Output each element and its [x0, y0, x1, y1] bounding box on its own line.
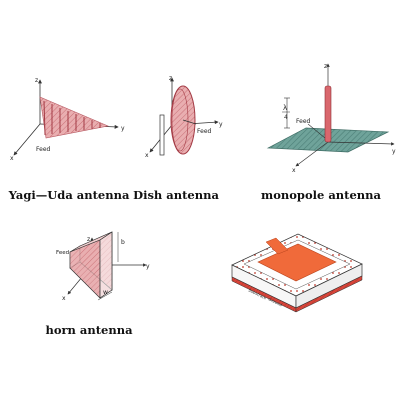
horn-x-label: x: [62, 295, 66, 302]
yagi-x-label: x: [10, 155, 14, 162]
yagi-elements: [43, 100, 101, 136]
patch-figure: Substrate Ground: [231, 233, 363, 313]
monopole-x-label: x: [292, 167, 296, 174]
dish-z-label: z: [169, 75, 172, 82]
monopole-four-label: 4: [284, 114, 288, 121]
patch-feed-line: [265, 237, 289, 255]
horn-y-label: y: [146, 263, 150, 270]
horn-caption: horn antenna: [45, 323, 133, 337]
monopole-lambda-label: λ: [283, 104, 287, 112]
monopole-x-axis: [295, 141, 329, 167]
dish-caption: Dish antenna: [133, 188, 219, 202]
yagi-uda-figure: z y x Feed: [10, 77, 125, 162]
monopole-z-label: z: [324, 63, 327, 70]
yagi-element-array: [39, 96, 110, 139]
horn-aperture: [99, 231, 113, 299]
yagi-x-axis: [13, 123, 41, 156]
patch-ground-label: Ground: [268, 296, 284, 307]
horn-feed-label: Feed: [56, 250, 69, 256]
monopole-rod: [324, 85, 332, 143]
dish-reflector-rim: [171, 88, 189, 152]
dish-figure: z y x Feed: [145, 75, 223, 159]
yagi-feed-label: Feed: [36, 146, 51, 153]
monopole-feed-line: [307, 123, 326, 139]
horn-figure: b w Feed z y x: [56, 231, 150, 302]
monopole-y-axis: [327, 141, 395, 146]
monopole-figure: λ 4 Feed z y x: [266, 63, 396, 174]
dish-feed-line: [182, 119, 197, 125]
horn-flare-front: [69, 239, 101, 299]
dish-y-label: y: [219, 121, 223, 128]
monopole-y-label: y: [392, 148, 396, 155]
patch-ground-right: [295, 275, 363, 313]
dish-feed-label: Feed: [197, 128, 212, 135]
dish-x-label: x: [145, 152, 149, 159]
horn-b-label: b: [121, 239, 125, 246]
yagi-y-label: y: [121, 125, 125, 132]
horn-w-label: w: [103, 289, 108, 296]
yagi-uda-caption: Yagi—Uda antenna: [8, 188, 130, 202]
monopole-caption: monopole antenna: [261, 188, 381, 202]
monopole-feed-label: Feed: [296, 118, 311, 125]
horn-dimension-w: [97, 291, 113, 301]
yagi-z-label: z: [35, 77, 38, 84]
horn-z-label: z: [87, 236, 90, 243]
dish-mount-post: [159, 114, 165, 156]
